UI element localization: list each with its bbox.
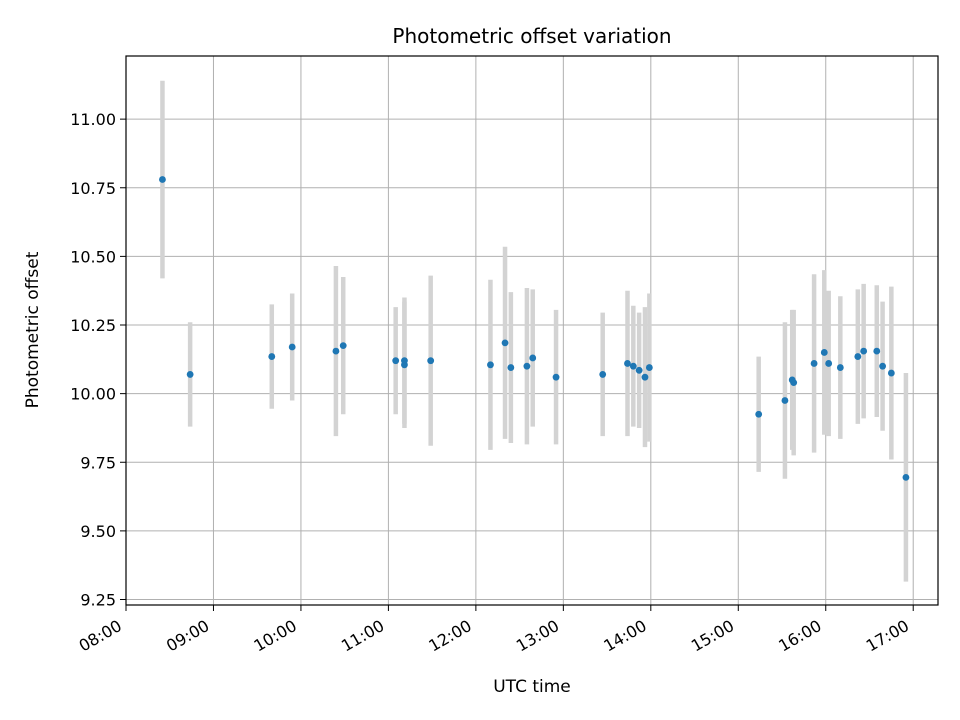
data-point [860,347,868,355]
chart-title: Photometric offset variation [392,24,671,48]
data-point [836,364,844,371]
data-point [159,176,166,183]
x-tick-label: 13:00 [513,616,562,656]
data-point [645,364,653,371]
data-point [599,371,607,378]
x-axis-ticks: 08:00 09:00 10:00 11:00 12:00 13:00 14:00 15:00… [76,605,914,656]
data-point [624,360,631,367]
data-point [186,371,194,378]
data-point [339,342,347,349]
data-point [854,353,862,360]
data-point [810,360,818,367]
data-point [529,354,537,362]
y-axis-ticks: 9.25 9.50 9.75 10.00 10.25 10.50 10.75 11.00 [70,110,126,610]
plot-area-frame [125,55,939,606]
data-point [873,347,881,355]
data-point [268,353,276,360]
y-axis-label: Photometric offset [23,251,43,408]
data-point [887,369,895,377]
data-point [487,361,494,369]
data-point [820,349,828,356]
data-point [781,397,789,404]
data-point [501,339,509,347]
error-bars [160,80,909,582]
x-tick-label: 12:00 [425,616,474,656]
data-point [392,357,400,365]
data-point [629,362,637,370]
x-tick-label: 10:00 [251,616,300,656]
x-tick-label: 16:00 [775,616,824,656]
data-point [401,357,408,365]
y-tick-label: 9.25 [80,591,116,610]
data-points [159,176,910,481]
x-tick-label: 08:00 [76,616,125,656]
data-point [790,379,798,387]
data-point [755,410,763,418]
data-point [902,473,910,481]
data-point [507,364,515,371]
y-tick-label: 11.00 [70,110,116,129]
y-tick-label: 10.75 [70,179,116,198]
x-tick-label: 14:00 [600,616,649,656]
data-point [427,357,435,365]
y-tick-label: 10.00 [70,385,116,404]
data-point [552,373,560,381]
data-point [879,362,887,370]
x-tick-label: 17:00 [863,616,912,656]
y-tick-label: 10.25 [70,316,116,335]
data-point [641,373,649,381]
data-point [288,343,296,351]
y-tick-label: 10.50 [70,247,116,266]
x-tick-label: 11:00 [338,616,387,656]
y-tick-label: 9.50 [80,522,116,541]
x-tick-label: 09:00 [163,616,212,656]
data-point [635,366,643,374]
data-point [825,360,833,367]
data-point [523,362,531,370]
data-point [332,347,340,355]
y-tick-label: 9.75 [80,453,116,472]
x-axis-label: UTC time [493,677,571,697]
x-tick-label: 15:00 [688,616,737,656]
